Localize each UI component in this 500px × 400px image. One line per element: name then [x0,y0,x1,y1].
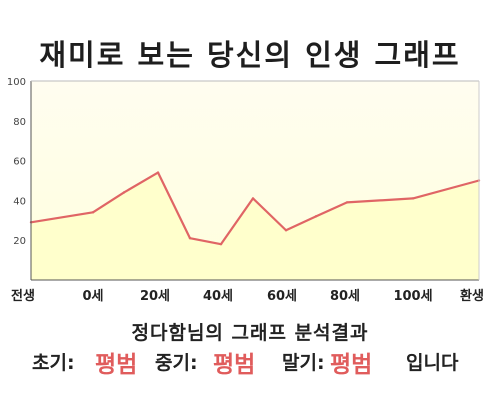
data-point-6 [251,197,255,200]
y-tick-label-80: 80 [13,117,26,128]
mid-label: 중기: [155,352,198,374]
x-tick-label-0: 전생 [11,288,35,304]
data-point-10 [411,197,415,200]
x-tick-label-5: 80세 [330,289,360,304]
ending-text: 입니다 [406,352,459,374]
x-tick-label-3: 40세 [203,289,233,304]
early-label: 초기: [32,352,75,374]
data-point-3 [156,171,160,174]
data-point-1 [91,211,95,214]
data-point-8 [314,215,318,218]
area-fill [31,172,479,280]
mid-value: 평범 [213,352,256,378]
y-tick-label-100: 100 [7,77,26,88]
y-tick-label-60: 60 [13,157,26,168]
x-tick-label-1: 0세 [82,289,103,304]
data-point-9 [345,201,349,204]
data-point-2 [122,191,126,194]
x-tick-label-7: 환생 [460,288,484,304]
analysis-subtitle: 정다함님의 그래프 분석결과 [131,322,369,344]
data-point-5 [219,242,223,246]
y-tick-label-20: 20 [13,236,26,247]
life-graph-chart: 20 40 60 80 100 전생 0세 20세 40세 60세 80세 100세 환생 [7,77,484,304]
chart-title: 재미로 보는 당신의 인생 그래프 [39,38,461,72]
early-value: 평범 [95,352,138,378]
x-tick-label-6: 100세 [393,289,432,304]
series-line [30,171,480,246]
data-point-4 [188,237,192,240]
late-value: 평범 [330,352,373,378]
late-label: 말기: [282,352,325,374]
x-tick-label-4: 60세 [267,289,297,304]
x-tick-label-2: 20세 [140,289,170,304]
data-point-7 [284,229,288,232]
y-tick-label-40: 40 [13,196,26,207]
